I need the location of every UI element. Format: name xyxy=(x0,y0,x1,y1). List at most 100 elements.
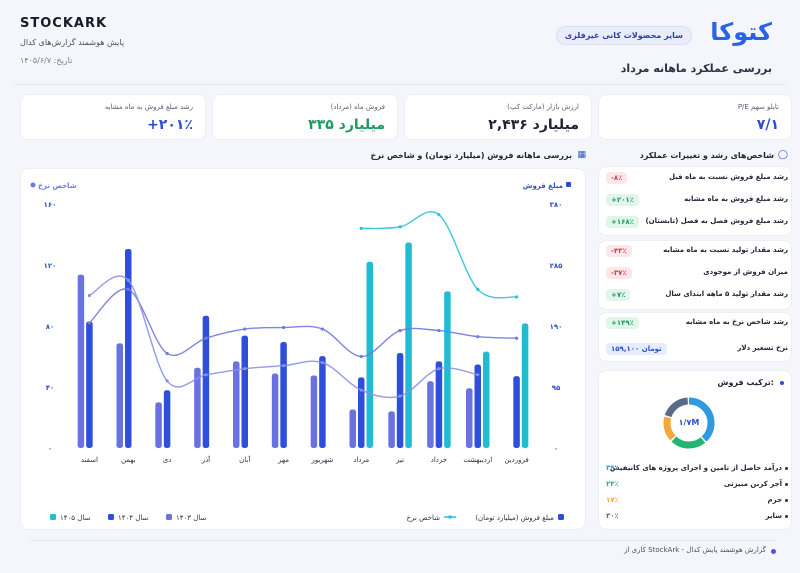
line-point xyxy=(243,327,247,331)
growth-label: رشد مبلغ فروش به ماه مشابه xyxy=(684,195,788,203)
line-point xyxy=(281,364,286,368)
bar-سال-۱۴۰۴ xyxy=(280,342,287,448)
growth-label: رشد شاخص نرخ به ماه مشابه xyxy=(685,318,788,326)
legend-label: مبلغ فروش (میلیارد تومان) xyxy=(475,514,554,522)
bar-سال-۱۴۰۴ xyxy=(396,352,404,448)
line-point xyxy=(514,336,519,340)
line-point xyxy=(320,361,325,365)
footer-row: کاری از StockArk - گزارش هوشمند پایش کدا… xyxy=(476,546,776,558)
composition-item: جرم ۱۷٪ xyxy=(604,494,788,508)
bar-سال-۱۴۰۴ xyxy=(513,376,520,448)
bar-سال-۱۴۰۳ xyxy=(427,381,434,448)
growth-label: نرخ تسعیر دلار xyxy=(737,344,788,352)
line-point xyxy=(204,373,208,377)
growth-value: +۱۴۹٪ xyxy=(606,317,639,329)
app-title: STOCKARK xyxy=(20,16,108,31)
bar-سال-۱۴۰۳ xyxy=(349,409,356,448)
kpi-label: رشد مبلغ فروش به ماه مشابه xyxy=(104,103,193,111)
donut-slice xyxy=(663,397,715,449)
legend-rate-swatch xyxy=(30,182,36,188)
line-شاخص-نرخ xyxy=(88,288,517,358)
growth-row: رشد مبلغ فروش به ماه مشابه +۲۰۱٪ xyxy=(602,191,792,211)
line-point xyxy=(165,351,169,356)
bar-chart-icon: ▦ xyxy=(577,150,586,160)
sales-composition-card xyxy=(598,370,792,530)
growth-label: رشد مقدار تولید نسبت به ماه مشابه xyxy=(663,246,788,254)
kpi-value: ۳۳۵ میلیارد xyxy=(308,117,385,133)
bar-سال-۱۴۰۳ xyxy=(194,367,201,448)
y-tick-left: ۸۰ xyxy=(46,323,55,331)
line-point xyxy=(476,373,480,377)
bar-سال-۱۴۰۴ xyxy=(163,390,171,448)
brand-logo: کتوکا xyxy=(710,18,772,46)
x-tick: بهمن xyxy=(121,456,136,464)
line-point xyxy=(126,278,130,282)
x-tick: دی xyxy=(163,456,172,464)
growth-value: +۲۰۱٪ xyxy=(606,194,639,206)
bar-سال-۱۴۰۵ xyxy=(405,242,412,448)
kpi-sales-growth: رشد مبلغ فروش به ماه مشابه +۲۰۱٪ xyxy=(20,94,206,140)
composition-label: سایر xyxy=(765,512,783,520)
footer-text: کاری از StockArk - گزارش هوشمند پایش کدا… xyxy=(624,546,766,554)
line-point xyxy=(204,336,208,340)
app-description: پایش هوشمند گزارش‌های کدال xyxy=(20,38,125,47)
growth-value: ۱۵۹,۱۰۰ تومان xyxy=(606,343,667,355)
bar-سال-۱۴۰۴ xyxy=(86,321,93,448)
growth-label: رشد مقدار تولید ۵ ماهه ابتدای سال xyxy=(665,290,788,298)
composition-label: درآمد حاصل از تامین و اجرای پروژه های کا… xyxy=(609,464,782,472)
donut-center-value: ۱/۷M xyxy=(678,418,700,427)
x-tick: خرداد xyxy=(431,456,447,464)
line-point xyxy=(359,226,363,230)
chart-title: بررسی ماهانه فروش (میلیارد تومان) و شاخص… xyxy=(370,151,572,160)
bar-سال-۱۴۰۳ xyxy=(388,411,395,448)
bar-سال-۱۴۰۳ xyxy=(155,402,162,448)
industry-badge[interactable]: سایر محصولات کانی غیرفلزی xyxy=(555,26,692,45)
line-point xyxy=(320,327,325,331)
x-tick: فروردین xyxy=(504,456,528,464)
composition-title: ترکیب فروش: xyxy=(717,378,774,387)
line-point xyxy=(476,335,480,339)
bar-سال-۱۴۰۳ xyxy=(466,388,473,448)
bar-سال-۱۴۰۴ xyxy=(319,356,326,448)
legend-sales: مبلغ فروش xyxy=(523,182,563,190)
line-point xyxy=(243,367,247,371)
legend-label: شاخص نرخ xyxy=(407,514,441,522)
kpi-label: فروش ماه (مرداد) xyxy=(330,103,385,111)
legend-label: سال ۱۴۰۴ xyxy=(118,514,148,522)
report-date: تاریخ: ۱۴۰۵/۶/۷ xyxy=(20,56,73,65)
footer-divider xyxy=(30,540,776,541)
bar-سال-۱۴۰۳ xyxy=(116,343,123,448)
line-point xyxy=(398,328,402,333)
legend-rate-index: شاخص نرخ xyxy=(38,182,77,190)
growth-row: رشد مقدار تولید نسبت به ماه مشابه -۴۳٪ xyxy=(602,242,792,262)
composition-pct: ۲۴٪ xyxy=(606,480,619,488)
growth-panel-title: شاخص‌های رشد و تغییرات عملکرد xyxy=(639,151,774,160)
y-tick-left: ۱۲۰ xyxy=(44,262,57,270)
y-tick-right: ۹۵ xyxy=(552,384,561,392)
y-tick-right: ۱۹۰ xyxy=(550,323,563,331)
kpi-value: ۲,۴۳۶ میلیارد xyxy=(488,117,579,133)
bar-سال-۱۴۰۴ xyxy=(435,361,443,448)
page-subtitle: بررسی عملکرد ماهانه مرداد xyxy=(620,62,772,75)
legend-label: سال ۱۴۰۳ xyxy=(176,514,206,522)
composition-item: آجر کربن منیزتی ۲۴٪ xyxy=(604,478,788,492)
chart-card xyxy=(20,168,586,530)
line-point xyxy=(281,325,286,330)
bar-سال-۱۴۰۴ xyxy=(241,335,248,448)
x-tick: آذر xyxy=(201,455,211,464)
y-tick-left: ۱۶۰ xyxy=(44,201,57,209)
x-tick: مهر xyxy=(277,456,289,464)
growth-value: -۸٪ xyxy=(606,172,628,184)
growth-row: رشد مقدار تولید ۵ ماهه ابتدای سال +۷٪ xyxy=(602,286,792,306)
growth-row: میزان فروش از موجودی -۳۷٪ xyxy=(602,264,792,284)
composition-donut xyxy=(663,397,715,449)
composition-item: سایر ۳۰٪ xyxy=(604,510,788,524)
composition-dot-icon xyxy=(780,381,784,385)
legend-swatch xyxy=(50,514,56,520)
composition-label: جرم xyxy=(767,496,782,504)
sales-chart: مبلغ فروش شاخص نرخ ۰ ۴۰ ۸۰ ۱۲۰ ۱۶۰ ۰ ۹۵ ۱۹۰ ۲۸۵ ۳۸۰… xyxy=(30,182,571,522)
line-point xyxy=(87,321,92,325)
composition-pct: ۳۰٪ xyxy=(606,512,619,520)
bar-سال-۱۴۰۳ xyxy=(310,375,318,448)
growth-value: +۱۶۸٪ xyxy=(606,216,639,228)
